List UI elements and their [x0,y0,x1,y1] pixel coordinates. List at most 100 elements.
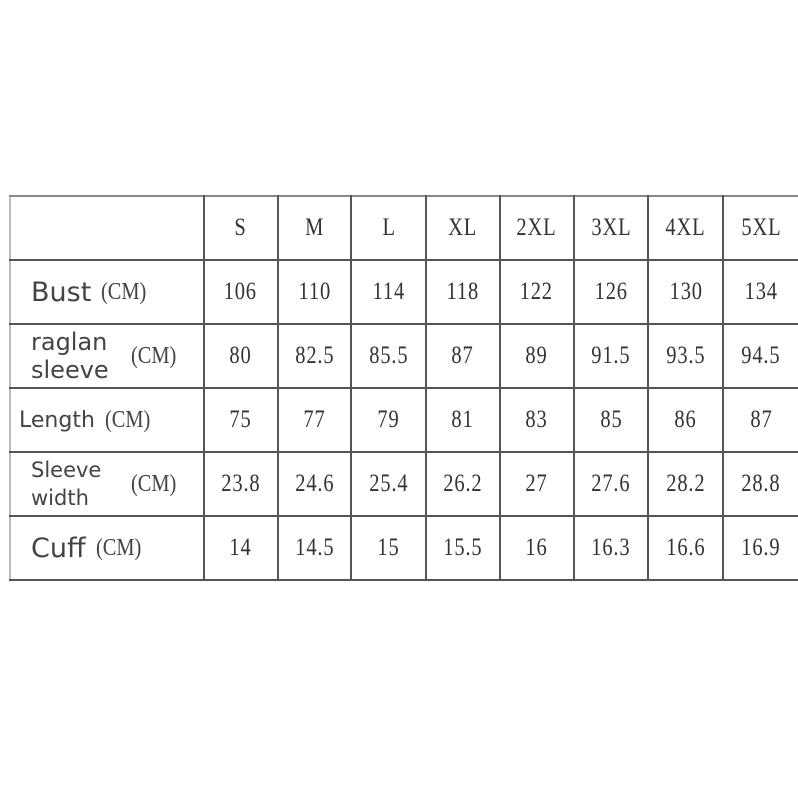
size-header: L [350,195,428,261]
value-cell: 27 [498,451,575,517]
value-cell: 85 [572,387,650,453]
value-cell: 122 [498,259,575,325]
cell-value: 85 [599,406,623,433]
value-cell: 82.5 [276,323,353,389]
size-label: M [304,214,324,241]
cell-value: 93.5 [666,342,706,369]
value-cell: 24.6 [276,451,353,517]
cell-value: 14 [229,534,252,561]
unit-label: (CM) [95,534,141,561]
unit-label: (CM) [131,470,177,497]
cell-value: 79 [377,406,400,433]
value-cell: 89 [498,323,575,389]
cell-value: 28.2 [666,470,706,497]
cell-value: 26.2 [443,470,483,497]
value-cell: 16 [498,515,575,581]
value-cell: 14.5 [276,515,353,581]
cell-value: 94.5 [741,342,781,369]
cell-value: 114 [372,278,405,305]
table-row: Length (CM) 75 77 79 81 83 85 86 87 [9,387,798,453]
value-cell: 118 [425,259,501,325]
cell-value: 87 [750,406,773,433]
value-cell: 87 [425,323,501,389]
cell-value: 83 [525,406,548,433]
row-label-cell: Sleeve width (CM) [9,451,205,517]
size-header: 5XL [722,195,798,261]
table-row: Sleeve width (CM) 23.8 24.6 25.4 26.2 27 27.6 28… [9,451,798,517]
value-cell: 93.5 [647,323,725,389]
value-cell: 14 [202,515,279,581]
row-label: Cuff [31,532,86,564]
cell-value: 134 [744,278,778,305]
row-label: Bust [31,276,92,308]
cell-value: 27.6 [591,470,631,497]
value-cell: 79 [350,387,428,453]
value-cell: 16.9 [722,515,798,581]
cell-value: 16.9 [741,534,781,561]
row-label: Length [19,407,95,433]
value-cell: 94.5 [722,323,798,389]
size-header: S [202,195,279,261]
header-row: S M L XL 2XL 3XL 4XL 5XL [9,195,798,261]
cell-value: 15.5 [443,534,483,561]
cell-value: 16.6 [666,534,706,561]
value-cell: 25.4 [350,451,428,517]
size-header: M [276,195,353,261]
cell-value: 130 [669,278,703,305]
cell-value: 81 [451,406,475,433]
value-cell: 81 [425,387,501,453]
value-cell: 15 [350,515,428,581]
unit-label: (CM) [104,406,151,433]
cell-value: 23.8 [221,470,261,497]
cell-value: 28.8 [741,470,781,497]
cell-value: 110 [298,278,331,305]
value-cell: 28.2 [647,451,725,517]
cell-value: 86 [674,406,697,433]
value-cell: 86 [647,387,725,453]
value-cell: 26.2 [425,451,501,517]
unit-label: (CM) [101,278,147,305]
cell-value: 89 [525,342,548,369]
cell-value: 87 [451,342,475,369]
cell-value: 122 [520,278,554,305]
table-row: Bust (CM) 106 110 114 118 122 126 130 134 [9,259,798,325]
cell-value: 15 [377,534,400,561]
value-cell: 16.3 [572,515,650,581]
table-row: Cuff (CM) 14 14.5 15 15.5 16 16.3 16.6 16.9 [9,515,798,581]
size-label: S [234,214,247,241]
size-label: L [382,214,396,241]
size-header: 2XL [498,195,575,261]
row-label-cell: raglan sleeve (CM) [9,323,205,389]
cell-value: 82.5 [294,342,334,369]
cell-value: 25.4 [369,470,409,497]
cell-value: 75 [229,406,252,433]
value-cell: 23.8 [202,451,279,517]
value-cell: 110 [276,259,353,325]
row-label-cell: Length (CM) [9,387,205,453]
value-cell: 16.6 [647,515,725,581]
cell-value: 24.6 [294,470,334,497]
size-label: XL [448,214,478,241]
size-label: 2XL [516,214,557,241]
size-chart-table: S M L XL 2XL 3XL 4XL 5XL Bust (CM) 106 110 114 118 122… [9,195,798,581]
value-cell: 75 [202,387,279,453]
size-label: 3XL [590,214,632,241]
cell-value: 106 [224,278,258,305]
value-cell: 27.6 [572,451,650,517]
value-cell: 83 [498,387,575,453]
cell-value: 16 [525,534,548,561]
value-cell: 114 [350,259,428,325]
cell-value: 118 [446,278,480,305]
corner-cell [9,195,205,261]
cell-value: 126 [594,278,628,305]
size-header: 4XL [647,195,725,261]
cell-value: 77 [303,406,326,433]
cell-value: 85.5 [369,342,409,369]
cell-value: 14.5 [294,534,334,561]
value-cell: 106 [202,259,279,325]
value-cell: 130 [647,259,725,325]
unit-label: (CM) [131,342,177,369]
cell-value: 16.3 [591,534,631,561]
value-cell: 134 [722,259,798,325]
row-label-cell: Cuff (CM) [9,515,205,581]
